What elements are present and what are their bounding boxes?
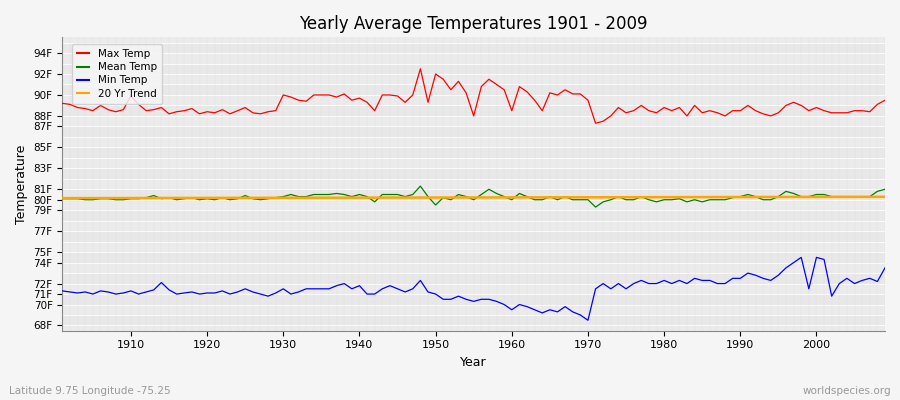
- Bar: [62, 326, 885, 336]
- Y-axis label: Temperature: Temperature: [15, 144, 28, 224]
- Bar: [62, 147, 885, 158]
- Bar: [62, 315, 885, 326]
- Text: worldspecies.org: worldspecies.org: [803, 386, 891, 396]
- Bar: [62, 32, 885, 42]
- Bar: [62, 84, 885, 95]
- Bar: [62, 126, 885, 137]
- Bar: [62, 42, 885, 53]
- Bar: [62, 158, 885, 168]
- Bar: [62, 221, 885, 231]
- Legend: Max Temp, Mean Temp, Min Temp, 20 Yr Trend: Max Temp, Mean Temp, Min Temp, 20 Yr Tre…: [72, 44, 162, 104]
- Bar: [62, 273, 885, 284]
- Bar: [62, 106, 885, 116]
- Bar: [62, 74, 885, 84]
- Bar: [62, 179, 885, 189]
- Bar: [62, 53, 885, 64]
- Bar: [62, 263, 885, 273]
- Bar: [62, 116, 885, 126]
- Bar: [62, 284, 885, 294]
- Bar: [62, 95, 885, 106]
- Bar: [62, 242, 885, 252]
- X-axis label: Year: Year: [461, 356, 487, 369]
- Bar: [62, 294, 885, 304]
- Bar: [62, 210, 885, 221]
- Bar: [62, 64, 885, 74]
- Bar: [62, 304, 885, 315]
- Bar: [62, 200, 885, 210]
- Bar: [62, 189, 885, 200]
- Bar: [62, 168, 885, 179]
- Title: Yearly Average Temperatures 1901 - 2009: Yearly Average Temperatures 1901 - 2009: [300, 15, 648, 33]
- Bar: [62, 231, 885, 242]
- Bar: [62, 137, 885, 147]
- Bar: [62, 252, 885, 263]
- Text: Latitude 9.75 Longitude -75.25: Latitude 9.75 Longitude -75.25: [9, 386, 171, 396]
